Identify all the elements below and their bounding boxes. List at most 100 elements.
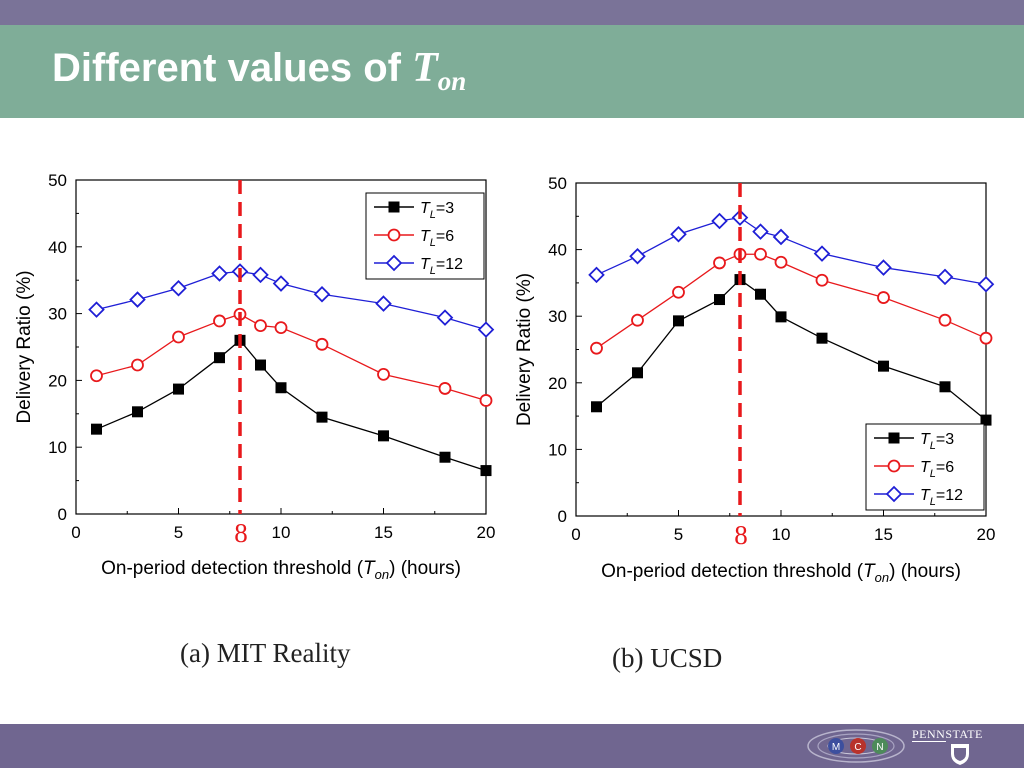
data-point [91,423,102,435]
legend-label: TL=6 [420,228,454,249]
y-tick-label: 30 [548,307,567,326]
x-tick-label: 15 [874,525,893,544]
series-line [596,253,987,349]
mcn-lab-logo-icon: M C N [807,729,905,763]
data-point [591,401,602,413]
legend-label: TL=12 [420,256,463,277]
chart-1: 0 5 10 15 20 0 10 20 30 40 50 Delivery Ratio (%) On-… [14,171,495,582]
top-strip [0,0,1024,25]
data-point [213,314,226,328]
threshold-label: 8 [234,518,248,548]
data-point [588,266,605,284]
data-point [775,311,787,323]
university-wordmark: PENNSTATE [912,727,983,741]
legend-marker [388,201,400,213]
legend-marker [385,254,403,272]
y-tick-label: 0 [558,507,567,526]
svg-text:N: N [876,742,883,753]
data-point [132,406,143,418]
legend-marker [887,459,901,473]
x-axis-label: On-period detection threshold (Ton) (hou… [601,561,961,585]
data-point [272,275,290,292]
data-point [173,383,184,395]
data-point [211,265,228,282]
x-tick-label: 10 [772,525,791,544]
x-tick-label: 15 [374,523,393,542]
data-point [629,247,646,265]
y-tick-label: 20 [548,374,567,393]
data-point [755,288,766,300]
data-point [252,266,269,284]
data-point [480,465,492,477]
legend-label: TL=12 [920,487,963,508]
x-tick-label: 20 [477,523,496,542]
y-tick-label: 50 [548,174,567,193]
chart-2: 0 5 10 15 20 0 10 20 30 40 50 Delivery Ratio (%) On-… [514,174,995,585]
data-point [672,285,685,299]
data-point [754,247,767,261]
series-line [96,339,487,472]
series-line [96,270,487,331]
data-point [711,212,728,230]
data-point [816,332,828,344]
data-point [878,360,889,372]
data-point [980,414,992,426]
data-point [275,382,287,394]
y-tick-label: 50 [48,171,67,190]
series-line [596,278,987,421]
data-point [438,382,452,395]
data-point [590,341,603,355]
title-symbol: T [412,45,438,91]
data-point [131,358,144,372]
data-point [172,330,185,344]
x-axis-label: On-period detection threshold (Ton) (hou… [101,558,461,582]
data-point [377,367,390,381]
data-point [936,268,954,286]
threshold-label: 8 [734,520,748,550]
series-line [96,313,487,402]
data-point [714,294,725,306]
data-point [938,313,952,327]
data-point [439,451,451,463]
data-point [479,394,493,407]
legend-label: TL=6 [920,459,954,480]
svg-text:M: M [832,742,840,753]
data-point [977,275,995,293]
data-point [255,359,266,371]
data-point [316,411,328,423]
legend-marker [888,432,900,444]
x-tick-label: 0 [71,523,80,542]
caption-b: (b) UCSD [612,643,723,673]
y-tick-label: 20 [48,371,67,390]
data-point [129,291,146,308]
data-point [632,367,643,379]
data-point [375,295,392,312]
data-point [254,319,267,333]
x-tick-label: 5 [674,525,683,544]
x-tick-label: 0 [571,525,580,544]
data-point [670,226,687,243]
legend-marker [885,485,903,503]
data-point [939,381,951,393]
data-point [772,228,790,246]
y-tick-label: 30 [48,305,67,324]
data-point [214,352,225,364]
y-tick-label: 40 [48,238,67,257]
data-point [315,337,329,351]
data-point [378,430,389,442]
data-point [673,315,684,327]
data-point [815,273,829,287]
x-tick-label: 10 [272,523,291,542]
data-point [274,321,288,335]
university-shield-icon [951,744,969,765]
data-point [774,255,788,269]
legend-label: TL=3 [420,200,454,221]
series-line [596,216,987,285]
data-point [90,369,103,383]
svg-text:C: C [854,742,861,753]
data-point [313,285,331,303]
y-axis-label: Delivery Ratio (%) [14,270,35,423]
title-subscript: on [437,66,467,96]
title-bar [0,25,1024,118]
